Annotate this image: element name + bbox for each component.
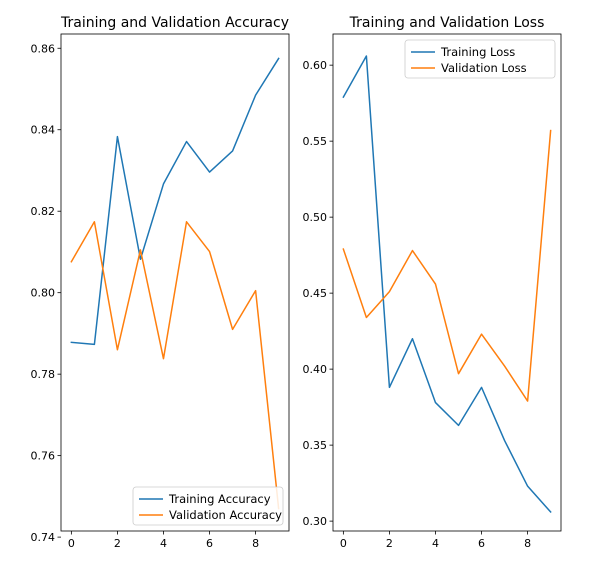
legend-label: Training Loss — [440, 45, 515, 59]
legend: Training Accuracy Validation Accuracy — [132, 486, 284, 526]
x-tick-label: 2 — [386, 537, 393, 550]
x-tick-label: 4 — [432, 537, 439, 550]
x-tick-label: 0 — [340, 537, 347, 550]
y-tick-label: 0.30 — [303, 515, 328, 528]
x-tick-label: 2 — [114, 537, 121, 550]
y-tick-label: 0.55 — [303, 135, 328, 148]
x-tick-label: 8 — [524, 537, 531, 550]
y-tick-label: 0.84 — [31, 124, 56, 137]
y-tick-label: 0.76 — [31, 450, 56, 463]
y-tick-label: 0.50 — [303, 211, 328, 224]
series-line-training-accuracy — [70, 57, 280, 346]
y-tick-label: 0.74 — [31, 531, 56, 544]
y-tick-label: 0.40 — [303, 363, 328, 376]
axes-frame — [332, 33, 562, 532]
accuracy-chart: Training and Validation Accuracy 0 2 4 6 8 0.7… — [31, 15, 290, 550]
y-tick-label: 0.60 — [303, 59, 328, 72]
x-tick-label: 0 — [68, 537, 75, 550]
y-tick-label: 0.82 — [31, 205, 56, 218]
legend-box — [132, 486, 284, 526]
series-line-validation-accuracy — [70, 221, 280, 510]
x-tick-label: 4 — [160, 537, 167, 550]
legend-label: Training Accuracy — [168, 492, 271, 506]
axes-frame — [60, 33, 290, 532]
y-tick-label: 0.80 — [31, 287, 56, 300]
x-tick-label: 8 — [252, 537, 259, 550]
chart-title: Training and Validation Accuracy — [60, 15, 289, 31]
chart-title: Training and Validation Loss — [349, 15, 545, 31]
y-tick-label: 0.86 — [31, 42, 56, 55]
series-line-validation-loss — [342, 129, 552, 402]
x-tick-label: 6 — [206, 537, 213, 550]
y-tick-label: 0.35 — [303, 439, 328, 452]
series-line-training-loss — [342, 55, 552, 514]
x-tick-label: 6 — [478, 537, 485, 550]
y-tick-label: 0.45 — [303, 287, 328, 300]
legend: Training Loss Validation Loss — [404, 39, 556, 79]
y-tick-label: 0.78 — [31, 368, 56, 381]
loss-chart: Training and Validation Loss 0 2 4 6 8 0.30 0.3… — [303, 15, 562, 550]
legend-label: Validation Loss — [441, 61, 527, 75]
legend-box — [404, 39, 556, 79]
legend-label: Validation Accuracy — [169, 508, 282, 522]
